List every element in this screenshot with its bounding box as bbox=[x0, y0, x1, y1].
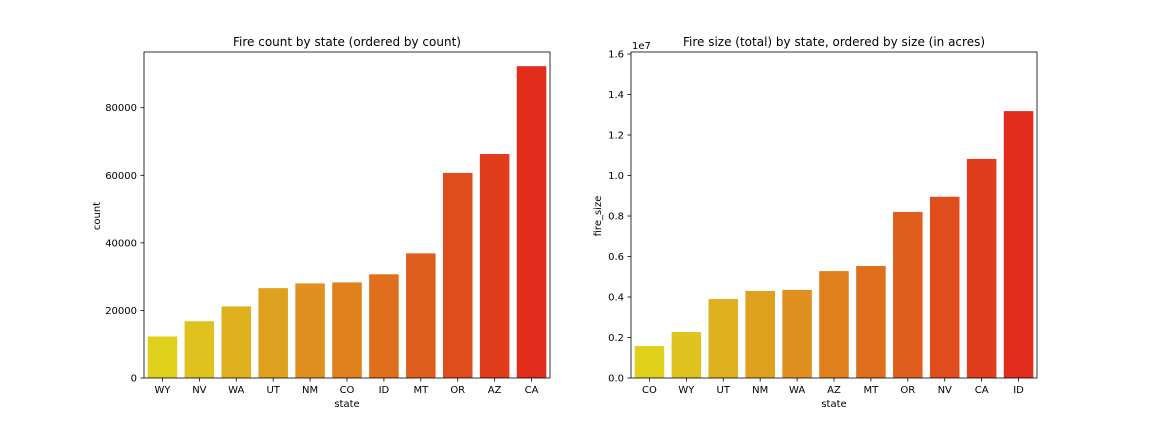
x-tick-label: MT bbox=[413, 385, 429, 396]
x-tick-label: UT bbox=[717, 385, 731, 396]
chart-title: Fire size (total) by state, ordered by s… bbox=[683, 35, 985, 49]
bar-nv bbox=[929, 196, 960, 378]
y-tick-label: 0.4 bbox=[608, 293, 624, 304]
y-tick-label: 0.6 bbox=[608, 252, 624, 263]
y-tick-label: 20000 bbox=[105, 306, 137, 317]
x-tick-label: NV bbox=[938, 385, 952, 396]
x-tick-label: AZ bbox=[488, 385, 502, 396]
bar-ca bbox=[516, 66, 547, 378]
y-tick-label: 1.6 bbox=[608, 50, 624, 61]
x-axis-label: state bbox=[821, 399, 846, 410]
chart-fire-count: Fire count by state (ordered by count) s… bbox=[92, 35, 551, 410]
bar-mt bbox=[856, 266, 886, 378]
y-tick-label: 0 bbox=[131, 374, 137, 385]
y-axis-label: fire_size bbox=[593, 196, 604, 237]
chart-fire-size: Fire size (total) by state, ordered by s… bbox=[593, 35, 1038, 410]
bar-ut bbox=[258, 288, 288, 378]
x-tick-label: WY bbox=[678, 385, 695, 396]
x-tick-label: AZ bbox=[827, 385, 841, 396]
bar-ca bbox=[966, 158, 997, 378]
y-axis-offset-label: 1e7 bbox=[632, 41, 651, 52]
x-tick-label: WA bbox=[789, 385, 805, 396]
bar-co bbox=[332, 282, 362, 378]
y-tick-label: 0.2 bbox=[608, 333, 624, 344]
x-tick-label: CA bbox=[525, 385, 539, 396]
x-tick-label: CO bbox=[642, 385, 657, 396]
bar-nm bbox=[745, 290, 775, 378]
y-tick-label: 1.2 bbox=[608, 131, 624, 142]
y-tick-label: 0.0 bbox=[608, 374, 624, 385]
y-tick-label: 80000 bbox=[105, 103, 137, 114]
y-tick-label: 1.0 bbox=[608, 171, 624, 182]
bar-ut bbox=[708, 299, 739, 378]
bar-wa bbox=[782, 289, 812, 378]
chart-title: Fire count by state (ordered by count) bbox=[233, 35, 461, 49]
bar-az bbox=[479, 154, 510, 378]
bar-id bbox=[369, 274, 399, 378]
y-tick-label: 0.8 bbox=[608, 212, 624, 223]
bar-wa bbox=[221, 306, 252, 378]
y-tick-label: 60000 bbox=[105, 171, 137, 182]
y-tick-label: 40000 bbox=[105, 238, 137, 249]
bar-co bbox=[634, 346, 665, 378]
x-tick-label: NM bbox=[752, 385, 768, 396]
x-axis-label: state bbox=[334, 399, 359, 410]
x-tick-label: MT bbox=[864, 385, 880, 396]
x-tick-label: OR bbox=[900, 385, 915, 396]
bar-nm bbox=[295, 283, 325, 378]
bar-wy bbox=[147, 336, 178, 378]
bar-or bbox=[442, 172, 473, 378]
x-tick-label: OR bbox=[450, 385, 465, 396]
x-tick-label: NV bbox=[192, 385, 206, 396]
x-tick-label: NM bbox=[302, 385, 318, 396]
bar-wy bbox=[671, 332, 702, 378]
bar-mt bbox=[406, 253, 436, 378]
x-tick-label: WA bbox=[228, 385, 244, 396]
x-tick-label: UT bbox=[266, 385, 280, 396]
bar-or bbox=[893, 211, 923, 378]
y-axis-label: count bbox=[92, 202, 103, 230]
x-tick-label: CO bbox=[340, 385, 355, 396]
x-tick-label: CA bbox=[975, 385, 989, 396]
y-tick-label: 1.4 bbox=[608, 90, 624, 101]
x-tick-label: ID bbox=[379, 385, 390, 396]
bar-nv bbox=[184, 321, 215, 378]
bar-az bbox=[819, 271, 849, 378]
x-tick-label: WY bbox=[154, 385, 171, 396]
x-tick-label: ID bbox=[1013, 385, 1024, 396]
bar-id bbox=[1003, 111, 1034, 378]
